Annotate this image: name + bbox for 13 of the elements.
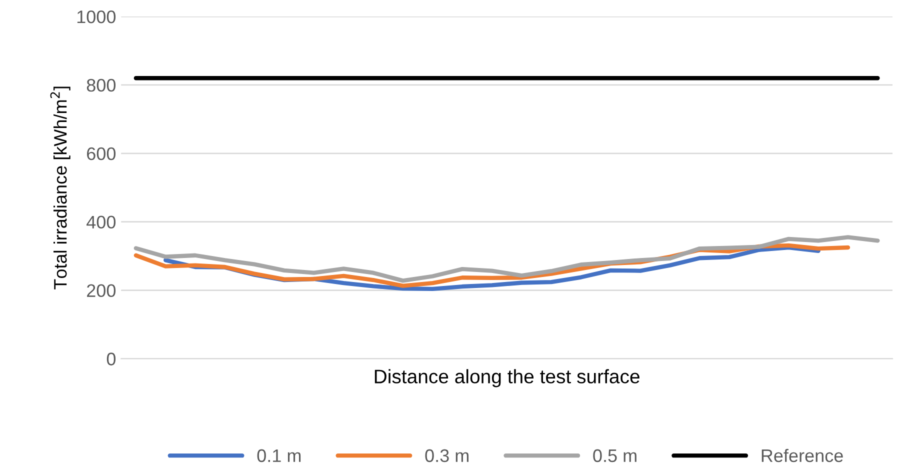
legend-label: 0.5 m <box>593 449 636 462</box>
y-tick-label: 1000 <box>77 10 116 24</box>
y-tick-label: 600 <box>87 147 116 160</box>
y-tick-label: 0 <box>106 352 116 366</box>
y-tick-label: 200 <box>87 284 116 297</box>
y-tick-label: 400 <box>86 216 116 229</box>
legend-label: 0.3 m <box>425 449 468 462</box>
legend-label: 0.1 m <box>257 449 301 462</box>
y-axis-title: Total irradiance [kWh/m$^{2}$] <box>50 86 70 290</box>
legend-label: Reference <box>762 448 843 462</box>
x-axis-title: Distance along the test surface <box>374 369 640 388</box>
y-tick-label: 800 <box>86 78 116 92</box>
line-series <box>134 235 880 283</box>
